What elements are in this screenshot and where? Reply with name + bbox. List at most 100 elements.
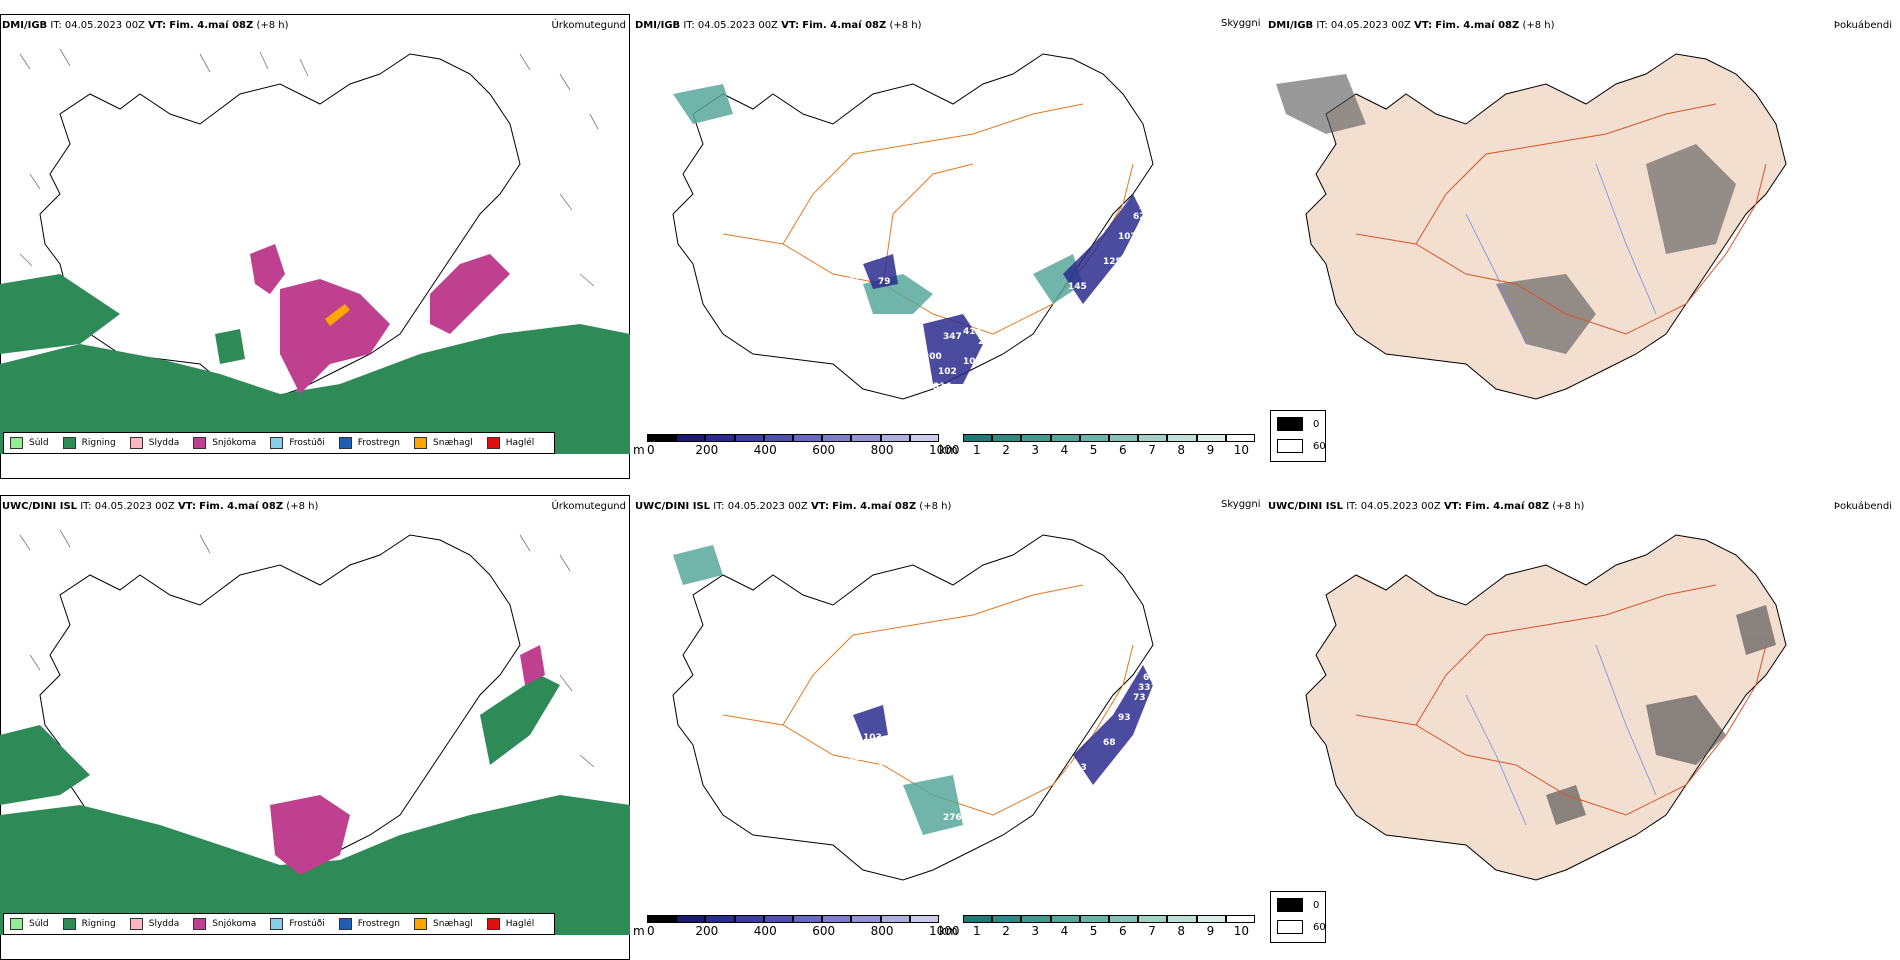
ceiling-value-label: 239 [958, 788, 977, 798]
visibility-bar-segment [1050, 915, 1080, 923]
precip-legend-swatch [193, 437, 207, 449]
precip-legend-label: Frostregn [357, 438, 401, 448]
it-label: IT: [713, 501, 725, 512]
precip-type-panel-bottom: UWC/DINI ISL IT: 04.05.2023 00Z VT: Fim.… [0, 495, 630, 960]
visibility-unit: km [939, 443, 958, 457]
ceiling-value-label: 68 [1103, 738, 1116, 748]
fog-legend: 0 60 [1270, 891, 1326, 943]
precip-legend-item: Snjókoma [193, 918, 256, 930]
panel-header: DMI/IGB IT: 04.05.2023 00Z VT: Fim. 4.ma… [2, 20, 289, 31]
it-value: 04.05.2023 00Z [727, 501, 808, 512]
visibility-tick-label: 4 [1060, 924, 1069, 938]
model-name: DMI/IGB [635, 20, 681, 31]
fog-panel-bottom: UWC/DINI ISL IT: 04.05.2023 00Z VT: Fim.… [1266, 495, 1896, 960]
precip-legend-item: Haglél [486, 437, 534, 449]
ceiling-bar-segment [822, 915, 852, 923]
precip-legend-item: Frostregn [338, 437, 401, 449]
panel-header: UWC/DINI ISL IT: 04.05.2023 00Z VT: Fim.… [635, 501, 951, 512]
fog-legend-label: 0 [1313, 418, 1320, 430]
ceiling-bar-segment [763, 915, 793, 923]
it-value: 04.05.2023 00Z [64, 20, 145, 31]
ceiling-tick-label: 0 [647, 443, 655, 457]
visibility-bar-segment [1196, 434, 1226, 442]
lead-time: (+8 h) [889, 20, 922, 31]
ceiling-bar-segment [851, 915, 881, 923]
vt-label: VT: [177, 501, 196, 512]
vt-value: Fim. 4.maí 08Z [802, 20, 887, 31]
visibility-bar-segment [1079, 915, 1109, 923]
fog-legend-label: 0 [1313, 899, 1320, 911]
lead-time: (+8 h) [286, 501, 319, 512]
ceiling-value-label: 331 [1138, 683, 1157, 693]
ceiling-value-label: 347 [943, 332, 962, 342]
precip-legend-swatch [338, 918, 352, 930]
precip-legend-label: Snæhagl [433, 919, 473, 929]
precip-legend-item: Haglél [486, 918, 534, 930]
precip-legend-item: Slydda [129, 918, 179, 930]
it-value: 04.05.2023 00Z [94, 501, 175, 512]
scale-bars: m 0 200 400 600 800 1000 km 1 2 3 4 5 6 7 8 9 10 [633, 915, 1263, 945]
precip-legend-swatch [129, 918, 143, 930]
ceiling-bar-segment [880, 434, 910, 442]
vt-value: Fim. 4.maí 08Z [199, 501, 284, 512]
panel-header: UWC/DINI ISL IT: 04.05.2023 00Z VT: Fim.… [2, 501, 318, 512]
model-name: UWC/DINI ISL [1268, 501, 1344, 512]
ceiling-value-label: 103 [863, 733, 882, 743]
precip-legend-item: Rigning [62, 437, 116, 449]
precip-map [0, 529, 630, 935]
ceiling-value-label: 260 [978, 337, 997, 347]
vt-label: VT: [810, 501, 829, 512]
precip-legend-swatch [338, 437, 352, 449]
fog-legend-row: 0 [1277, 898, 1319, 912]
vt-label: VT: [1414, 20, 1433, 31]
ceiling-value-label: 183 [863, 252, 882, 262]
ceiling-value-label: 7 [1138, 202, 1144, 212]
ceiling-bar-segment [676, 915, 706, 923]
ceiling-bar-segment [763, 434, 793, 442]
visibility-bar-segment [1167, 915, 1197, 923]
panel-title: Skyggni [1221, 18, 1261, 29]
rivers [1465, 644, 1657, 826]
precip-legend-swatch [270, 918, 284, 930]
visibility-tick-label: 4 [1060, 443, 1069, 457]
ceiling-value-label: 14 [1148, 172, 1161, 182]
visibility-tick-label: 6 [1119, 443, 1127, 457]
ceiling-tick-label: 400 [753, 443, 777, 457]
visibility-bar-segment [1138, 434, 1168, 442]
ceiling-value-label: 79 [878, 277, 891, 287]
it-label: IT: [683, 20, 695, 31]
it-label: IT: [50, 20, 62, 31]
vt-value: Fim. 4.maí 08Z [1435, 20, 1520, 31]
visibility-tick-label: 1 [973, 443, 981, 457]
panel-frame [0, 14, 630, 479]
precip-legend-item: Súld [10, 918, 49, 930]
ceiling-value-label: 42 [1143, 192, 1156, 202]
ceiling-value-label: 115 [878, 758, 897, 768]
ceiling-tick-label: 0 [647, 924, 655, 938]
model-name: UWC/DINI ISL [635, 501, 711, 512]
ceiling-value-label: 276 [943, 813, 962, 823]
ceiling-visibility-panel-top: DMI/IGB IT: 04.05.2023 00Z VT: Fim. 4.ma… [633, 14, 1263, 479]
ceiling-tick-label: 200 [695, 443, 719, 457]
precip-legend-label: Snjókoma [212, 438, 257, 448]
model-name: DMI/IGB [2, 20, 48, 31]
ceiling-value-label: 93 [1118, 713, 1131, 723]
panel-title: Skyggni [1221, 499, 1261, 510]
ceiling-bar-segment [705, 434, 735, 442]
precip-legend-item: Frostúði [270, 918, 325, 930]
precip-legend-item: Frostregn [338, 918, 400, 930]
ceiling-tick-label: 400 [753, 924, 777, 938]
fog-swatch [1277, 439, 1303, 453]
visibility-bar-segment [992, 434, 1022, 442]
ceiling-value-label: 131 [848, 753, 867, 763]
precip-legend-swatch [62, 918, 76, 930]
visibility-tick-label: 7 [1148, 924, 1156, 938]
ceiling-bar-segment [880, 915, 910, 923]
lead-time: (+8 h) [919, 501, 952, 512]
ceiling-tick-label: 200 [695, 924, 719, 938]
ceiling-tick-label: 800 [870, 924, 894, 938]
precip-legend-swatch [486, 918, 500, 930]
ceiling-value-label: 62 [1133, 212, 1146, 222]
